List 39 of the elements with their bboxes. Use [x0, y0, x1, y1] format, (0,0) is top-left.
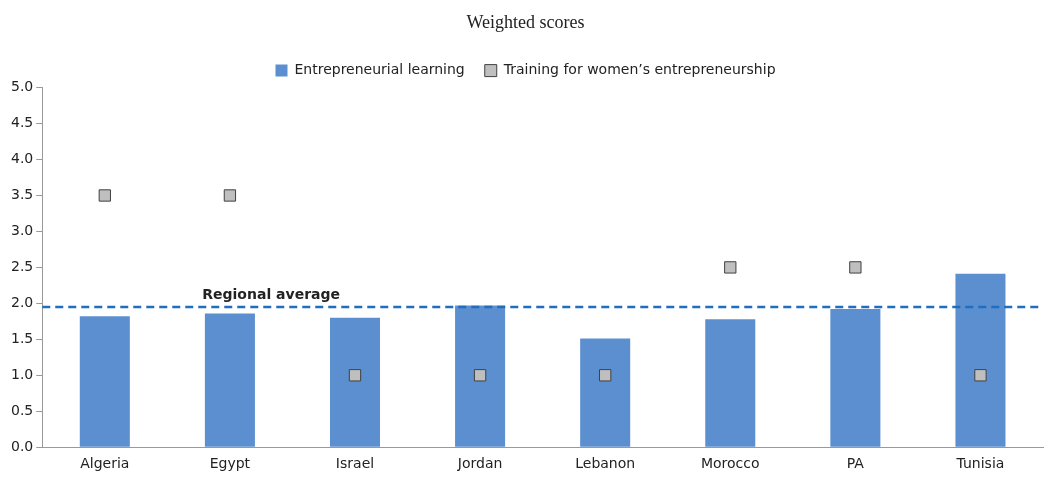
- bar: [455, 305, 506, 447]
- x-tick-label: Jordan: [456, 455, 503, 472]
- x-tick-label: Morocco: [700, 455, 760, 472]
- point: [974, 369, 987, 382]
- y-tick-label: 1.0: [11, 365, 34, 382]
- point: [348, 369, 362, 382]
- bar: [580, 338, 631, 447]
- ref-line-label: Regional average: [202, 285, 341, 302]
- bar: [955, 273, 1006, 447]
- point: [599, 369, 612, 382]
- y-tick-label: 3.0: [11, 222, 34, 239]
- y-tick-label: 2.5: [11, 258, 34, 275]
- bar: [329, 317, 381, 447]
- bar: [830, 309, 881, 447]
- y-tick-label: 0.0: [11, 437, 34, 454]
- y-tick-label: 2.0: [11, 294, 34, 310]
- y-tick-label: 1.5: [11, 329, 34, 346]
- y-tick-label: 3.5: [11, 186, 34, 203]
- x-tick-label: Algeria: [80, 455, 130, 472]
- legend-label: Entrepreneurial learning: [294, 61, 465, 78]
- y-tick-label: 5.0: [11, 78, 34, 95]
- bar: [79, 316, 130, 447]
- point: [473, 369, 487, 382]
- chart-title: Weighted scores: [466, 11, 585, 32]
- point: [98, 189, 111, 202]
- legend-label: Training for women’s entrepreneurship: [502, 61, 776, 78]
- x-tick-label: Tunisia: [955, 455, 1005, 472]
- y-tick-label: 4.0: [11, 150, 34, 167]
- x-tick-label: Israel: [335, 455, 375, 472]
- bar: [705, 319, 756, 447]
- y-tick-label: 0.5: [11, 401, 34, 418]
- point: [724, 261, 737, 274]
- x-tick-label: Egypt: [209, 455, 251, 472]
- bar: [204, 313, 255, 447]
- x-tick-label: PA: [846, 455, 865, 472]
- x-tick-label: Lebanon: [575, 455, 636, 472]
- point: [223, 189, 237, 202]
- point: [849, 261, 862, 274]
- y-tick-label: 4.5: [11, 114, 34, 131]
